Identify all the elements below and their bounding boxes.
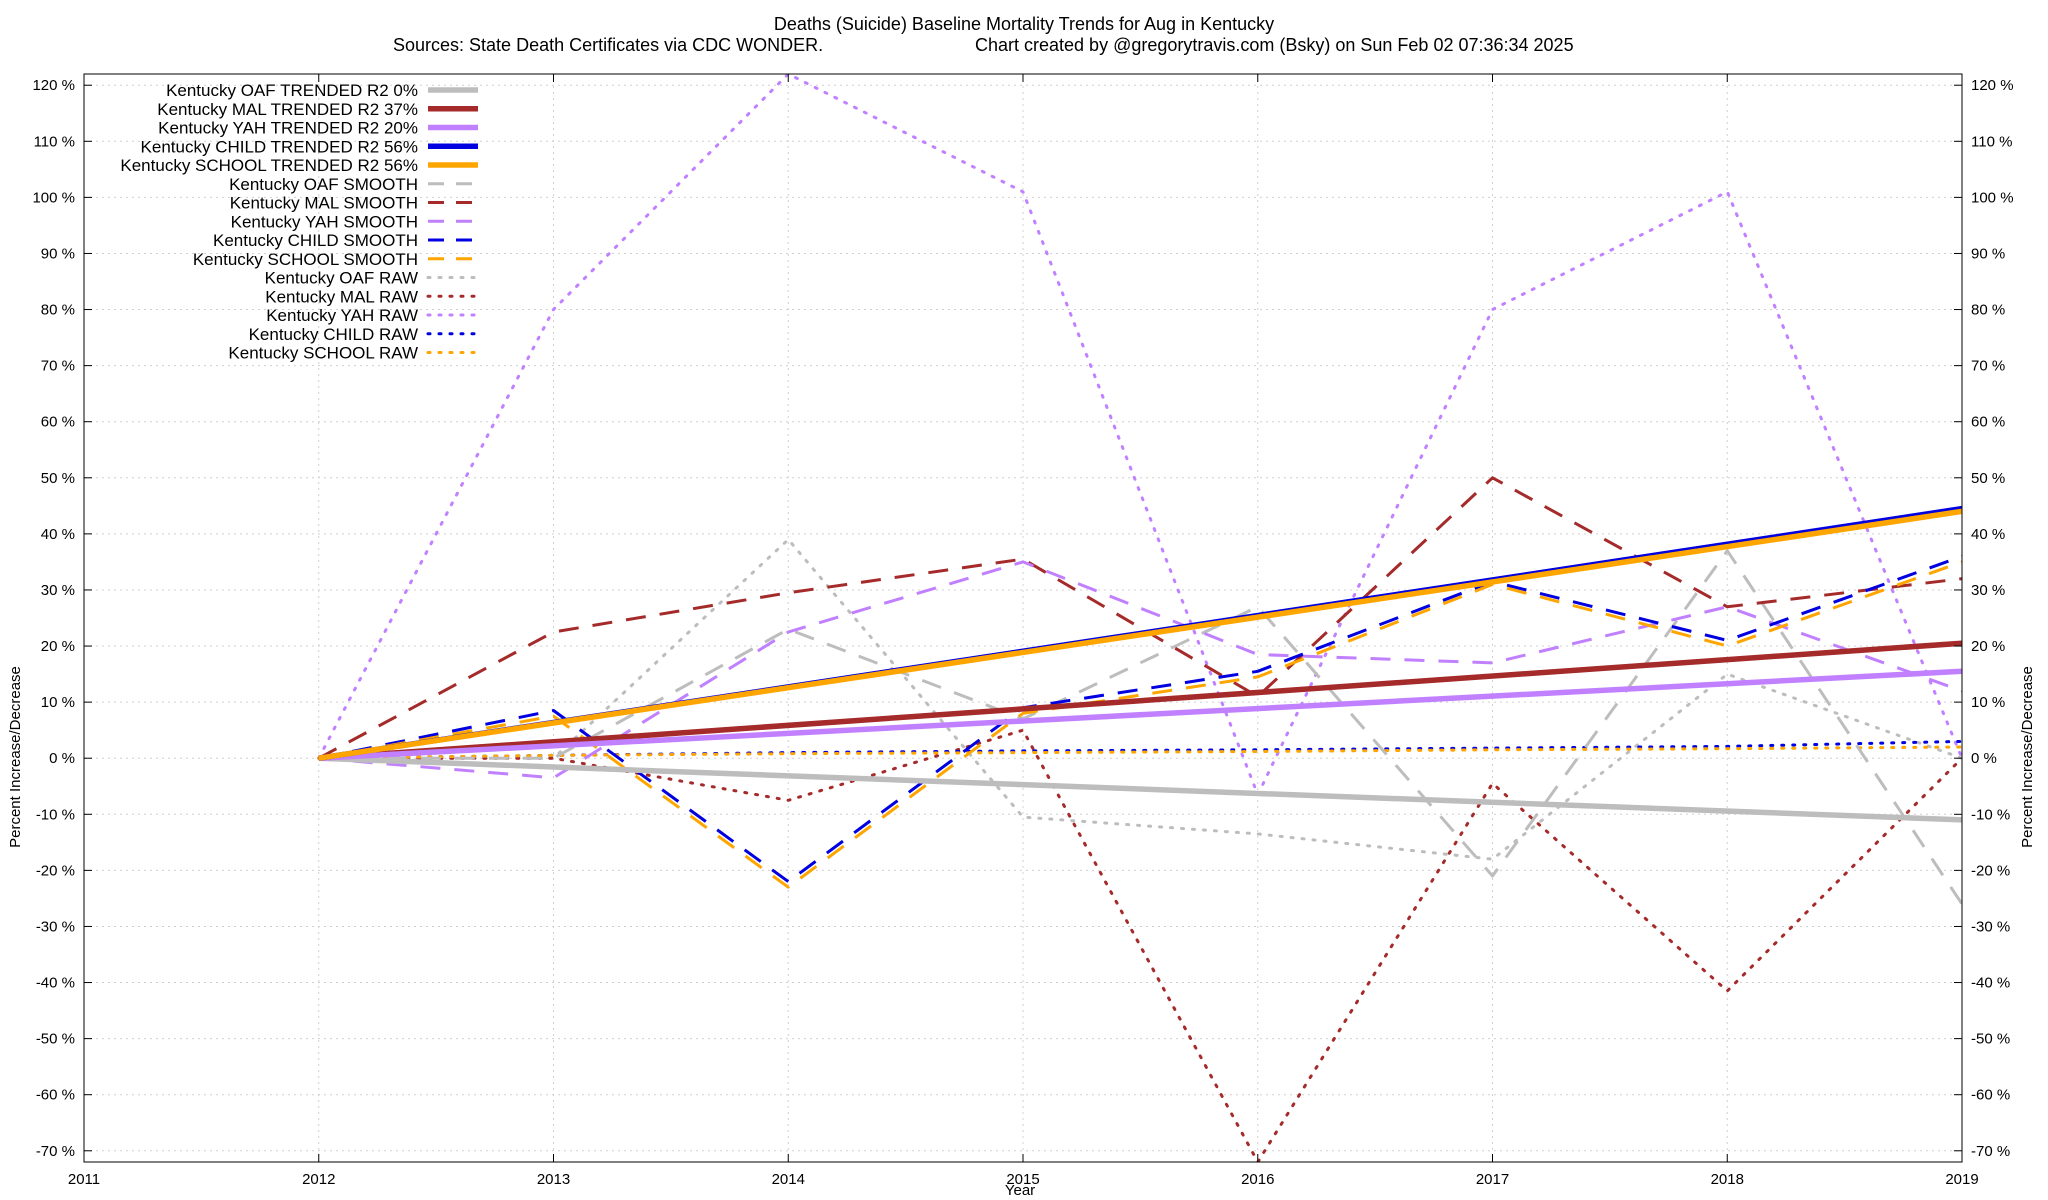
legend-label-school-trended: Kentucky SCHOOL TRENDED R2 56% <box>120 156 418 175</box>
series-line-mal-trended <box>318 640 1962 761</box>
series-line-mal-raw <box>317 728 1962 1162</box>
x-tick-label: 2018 <box>1711 1171 1744 1188</box>
y-tick-label: -40 % <box>36 975 75 992</box>
y2-tick-label: 30 % <box>1971 582 2005 599</box>
chart-title: Deaths (Suicide) Baseline Mortality Tren… <box>774 14 1274 34</box>
legend-label-mal-smooth: Kentucky MAL SMOOTH <box>230 194 418 213</box>
y2-tick-label: -30 % <box>1971 918 2010 935</box>
y2-tick-label: 20 % <box>1971 638 2005 655</box>
chart-subtitle-credit: Chart created by @gregorytravis.com (Bsk… <box>975 35 1574 55</box>
y2-tick-label: 60 % <box>1971 414 2005 431</box>
legend-label-school-raw: Kentucky SCHOOL RAW <box>228 344 418 363</box>
legend-label-child-smooth: Kentucky CHILD SMOOTH <box>213 231 418 250</box>
series-lines <box>317 74 1962 1162</box>
legend-label-oaf-trended: Kentucky OAF TRENDED R2 0% <box>166 81 418 100</box>
series-line-oaf-trended <box>318 755 1962 823</box>
y2-tick-label: -60 % <box>1971 1087 2010 1104</box>
x-tick-label: 2015 <box>1006 1171 1039 1188</box>
x-axis-label: Year <box>1005 1182 1035 1199</box>
legend: Kentucky OAF TRENDED R2 0%Kentucky MAL T… <box>120 81 480 363</box>
y-tick-label: 110 % <box>34 133 75 150</box>
y-tick-label: -20 % <box>36 862 75 879</box>
y-tick-label: 20 % <box>41 638 75 655</box>
y2-tick-label: 110 % <box>1971 133 2012 150</box>
y-tick-label: 40 % <box>41 526 75 543</box>
axis-ticks: 2011 2012 2013 2014 2015 2016 2017 2018 2019 120 … <box>32 74 2014 1188</box>
y2-tick-label: -10 % <box>1971 806 2010 823</box>
y-tick-label: -30 % <box>36 918 75 935</box>
y2-tick-label: -40 % <box>1971 975 2010 992</box>
y2-tick-label: -50 % <box>1971 1031 2010 1048</box>
y-tick-label: 70 % <box>41 358 75 375</box>
y-tick-label: 10 % <box>41 694 75 711</box>
y2-tick-label: 90 % <box>1971 245 2005 262</box>
y2-axis-label: Percent Increase/Decrease <box>2019 666 2036 848</box>
y-axis-label: Percent Increase/Decrease <box>7 666 24 848</box>
y-tick-label: 120 % <box>32 77 75 94</box>
x-tick-label: 2019 <box>1945 1171 1978 1188</box>
legend-label-child-trended: Kentucky CHILD TRENDED R2 56% <box>141 137 418 156</box>
y-tick-label: -10 % <box>36 806 75 823</box>
x-tick-label: 2013 <box>537 1171 570 1188</box>
legend-label-mal-raw: Kentucky MAL RAW <box>265 287 418 306</box>
legend-label-yah-raw: Kentucky YAH RAW <box>266 306 418 325</box>
y-tick-label: -50 % <box>36 1031 75 1048</box>
x-tick-label: 2011 <box>68 1171 100 1188</box>
y2-tick-label: 70 % <box>1971 358 2005 375</box>
legend-label-yah-smooth: Kentucky YAH SMOOTH <box>231 212 418 231</box>
x-tick-label: 2017 <box>1476 1171 1509 1188</box>
series-line-oaf-raw <box>317 538 1962 861</box>
y-tick-label: 60 % <box>41 414 75 431</box>
legend-label-yah-trended: Kentucky YAH TRENDED R2 20% <box>158 119 418 138</box>
series-line-yah-smooth <box>318 560 1962 780</box>
y2-tick-label: -20 % <box>1971 862 2010 879</box>
y-tick-label: 90 % <box>41 245 75 262</box>
series-line-mal-smooth <box>318 476 1962 760</box>
x-tick-label: 2012 <box>302 1171 335 1188</box>
series-line-school-trended <box>318 508 1962 761</box>
legend-label-oaf-smooth: Kentucky OAF SMOOTH <box>229 175 418 194</box>
x-tick-label: 2014 <box>772 1171 805 1188</box>
y2-tick-label: 10 % <box>1971 694 2005 711</box>
legend-label-mal-trended: Kentucky MAL TRENDED R2 37% <box>157 100 418 119</box>
legend-label-child-raw: Kentucky CHILD RAW <box>249 325 418 344</box>
y-tick-label: 50 % <box>41 470 75 487</box>
y-tick-label: 100 % <box>32 189 75 206</box>
chart-subtitle-sources: Sources: State Death Certificates via CD… <box>393 35 823 55</box>
y2-tick-label: 80 % <box>1971 302 2005 319</box>
y2-tick-label: 50 % <box>1971 470 2005 487</box>
y2-tick-label: 100 % <box>1971 189 2014 206</box>
y-tick-label: 30 % <box>41 582 75 599</box>
y-tick-label: -60 % <box>36 1087 75 1104</box>
y2-tick-label: -70 % <box>1971 1143 2010 1160</box>
y-tick-label: 80 % <box>41 302 75 319</box>
y2-tick-label: 0 % <box>1971 750 1997 767</box>
y-tick-label: 0 % <box>49 750 75 767</box>
y2-tick-label: 40 % <box>1971 526 2005 543</box>
series-line-yah-trended <box>318 668 1962 761</box>
y-tick-label: -70 % <box>36 1143 75 1160</box>
legend-label-school-smooth: Kentucky SCHOOL SMOOTH <box>193 250 418 269</box>
legend-label-oaf-raw: Kentucky OAF RAW <box>265 269 418 288</box>
series-line-oaf-smooth <box>318 549 1962 905</box>
y2-tick-label: 120 % <box>1971 77 2014 94</box>
series-line-yah-raw <box>317 74 1962 797</box>
x-tick-label: 2016 <box>1241 1171 1274 1188</box>
